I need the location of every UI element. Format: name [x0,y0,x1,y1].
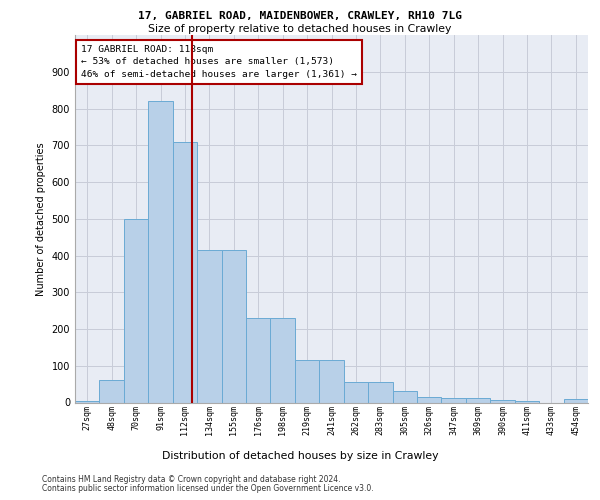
Bar [442,398,466,402]
Bar [271,318,295,402]
Bar [466,398,490,402]
Bar [417,397,442,402]
Bar [75,400,100,402]
Bar [344,382,368,402]
Bar [173,142,197,402]
Text: Contains public sector information licensed under the Open Government Licence v3: Contains public sector information licen… [42,484,374,493]
Bar [124,219,148,402]
Bar [221,250,246,402]
Bar [295,360,319,403]
Bar [148,101,173,402]
Text: 17 GABRIEL ROAD: 118sqm
← 53% of detached houses are smaller (1,573)
46% of semi: 17 GABRIEL ROAD: 118sqm ← 53% of detache… [81,45,357,79]
Bar [490,400,515,402]
Y-axis label: Number of detached properties: Number of detached properties [36,142,46,296]
Bar [563,399,588,402]
Bar [197,250,221,402]
Bar [368,382,392,402]
Text: Contains HM Land Registry data © Crown copyright and database right 2024.: Contains HM Land Registry data © Crown c… [42,475,341,484]
Text: Distribution of detached houses by size in Crawley: Distribution of detached houses by size … [162,451,438,461]
Bar [392,392,417,402]
Bar [319,360,344,403]
Text: Size of property relative to detached houses in Crawley: Size of property relative to detached ho… [148,24,452,34]
Bar [246,318,271,402]
Bar [100,380,124,402]
Bar [515,400,539,402]
Text: 17, GABRIEL ROAD, MAIDENBOWER, CRAWLEY, RH10 7LG: 17, GABRIEL ROAD, MAIDENBOWER, CRAWLEY, … [138,11,462,21]
